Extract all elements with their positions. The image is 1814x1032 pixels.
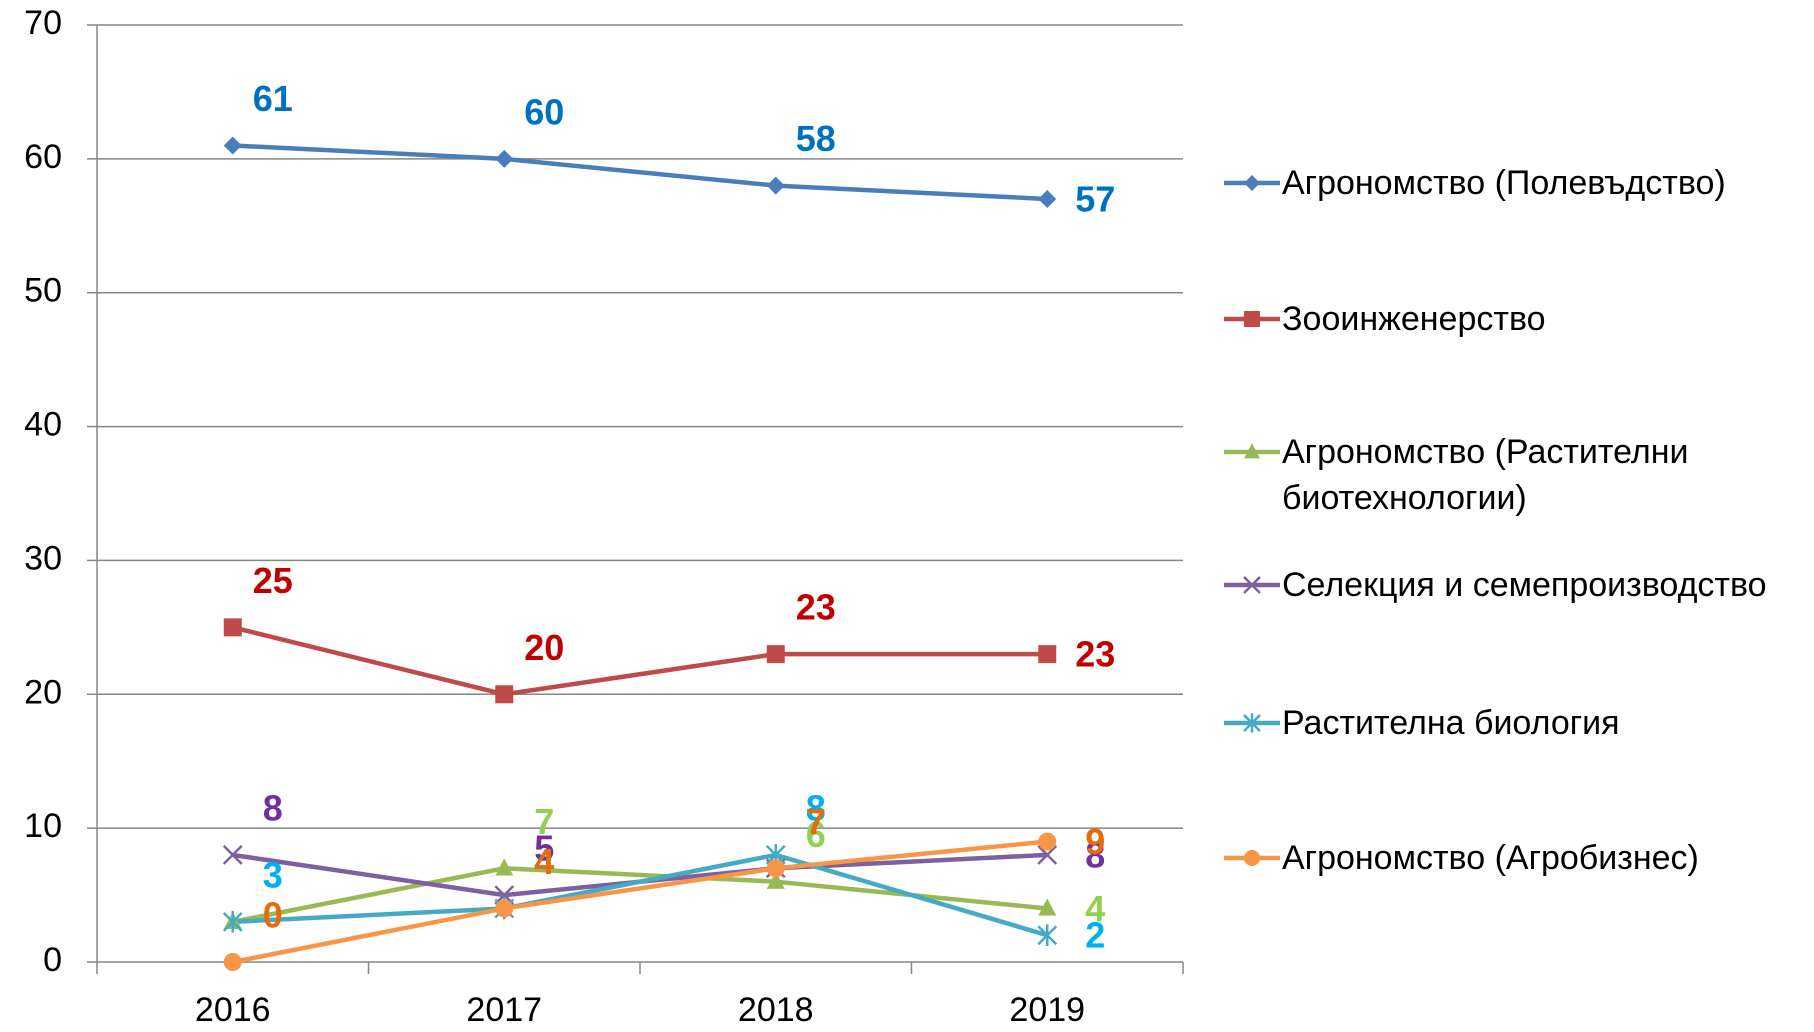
marker [766,859,785,878]
y-tick-label: 20 [24,673,62,711]
marker [1037,845,1058,865]
data-label: 8 [263,787,283,828]
legend-item: Растителна биология [1222,700,1810,746]
data-label: 9 [1085,821,1105,862]
legend-item: Селекция и семепроизводство [1222,562,1810,608]
marker [1244,311,1260,327]
legend-icon [1224,713,1280,733]
x-tick-label: 2018 [738,991,814,1029]
marker [222,911,243,933]
data-label: 23 [1075,634,1115,675]
legend-item: Зооинженерство [1222,296,1810,342]
data-label: 7 [806,801,826,842]
marker [495,149,514,168]
data-label: 8 [1085,834,1105,875]
legend-label: Агрономство (Растителни биотехнологии) [1282,433,1689,517]
y-tick-label: 60 [24,138,62,176]
data-label: 6 [806,814,826,855]
data-label: 8 [806,787,826,828]
marker [223,953,242,971]
legend-item: Агрономство (Полевъдство) [1222,160,1810,206]
y-tick-label: 70 [24,4,62,42]
marker [1243,576,1261,594]
marker [766,645,785,664]
y-tick-label: 10 [24,807,62,845]
marker [223,618,242,637]
marker [222,845,243,865]
series-line [232,625,1048,697]
data-label: 7 [534,801,554,842]
marker [1244,443,1260,459]
legend-label: Агрономство (Полевъдство) [1282,164,1726,202]
marker [495,858,514,876]
legend-icon [1224,850,1280,866]
marker [1244,175,1260,191]
marker [1037,924,1058,947]
data-label: 2 [1085,915,1105,956]
x-tick-label: 2019 [1009,991,1085,1029]
marker [495,899,514,918]
data-label: 57 [1075,179,1115,220]
marker [223,136,242,155]
data-label: 58 [796,118,836,159]
legend-label: Растителна биология [1282,704,1620,742]
data-label: 61 [253,78,293,119]
series-line [232,839,1048,965]
legend-label: Агрономство (Агробизнес) [1282,839,1699,877]
marker [495,685,514,704]
marker [1244,850,1260,866]
data-label: 23 [796,587,836,628]
marker [766,871,785,889]
legend-icon [1224,175,1280,191]
data-label: 7 [806,801,826,842]
data-label: 25 [253,560,293,601]
series-line [232,143,1048,202]
data-label: 4 [534,841,554,882]
legend-icon [1224,443,1280,459]
y-tick-label: 30 [24,539,62,577]
legend-icon [1224,576,1280,594]
x-tick-label: 2016 [195,991,271,1029]
data-label: 4 [1085,888,1105,929]
data-label: 20 [524,627,564,668]
legend-item: Агрономство (Агробизнес) [1222,835,1810,881]
marker [1038,832,1057,851]
marker [766,176,785,195]
legend-icon [1224,311,1280,327]
marker [1038,898,1057,916]
data-label: 5 [534,828,554,869]
marker [1243,713,1261,733]
marker [1038,190,1057,209]
y-tick-label: 50 [24,272,62,310]
y-tick-label: 0 [43,941,62,979]
legend-label: Зооинженерство [1282,300,1546,338]
y-tick-label: 40 [24,406,62,444]
x-tick-label: 2017 [466,991,542,1029]
legend-item: Агрономство (Растителни биотехнологии) [1222,429,1810,521]
marker [1038,645,1057,664]
data-label: 0 [263,895,283,936]
data-label: 3 [263,854,283,895]
data-label: 4 [534,841,554,882]
data-label: 60 [524,91,564,132]
data-label: 3 [263,854,283,895]
legend-label: Селекция и семепроизводство [1282,566,1767,604]
series-line [232,852,1048,938]
